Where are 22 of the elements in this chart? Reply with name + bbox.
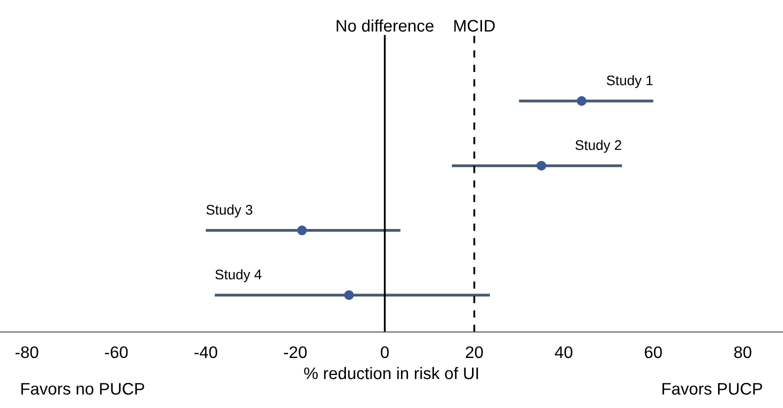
x-tick-label: 20 (466, 346, 483, 358)
x-tick-label: 40 (554, 346, 572, 358)
y-tick-label: Study 4 (215, 269, 262, 282)
x-tick-label: -60 (105, 346, 128, 358)
point (297, 226, 307, 236)
x-tick-label: 60 (644, 346, 662, 358)
ref-line-label: No difference (336, 19, 434, 32)
x-tick-label: -80 (16, 346, 38, 358)
point (344, 290, 354, 300)
x-tick-label: -20 (284, 346, 307, 358)
y-tick-label: Study 2 (575, 140, 622, 153)
x-tick-label: 0 (380, 346, 389, 358)
point (576, 96, 587, 106)
x-axis-title: % reduction in risk of UI (304, 366, 478, 380)
x-tick-label: -40 (194, 346, 218, 358)
text: Favors no PUCP (21, 382, 144, 395)
y-tick-label: Study 1 (606, 75, 653, 88)
point (536, 160, 546, 171)
ref-line-label: MCID (454, 20, 495, 32)
y-tick-label: Study 3 (206, 204, 252, 218)
text: Favors PUCP (662, 382, 762, 395)
x-tick-label: 80 (734, 346, 752, 358)
